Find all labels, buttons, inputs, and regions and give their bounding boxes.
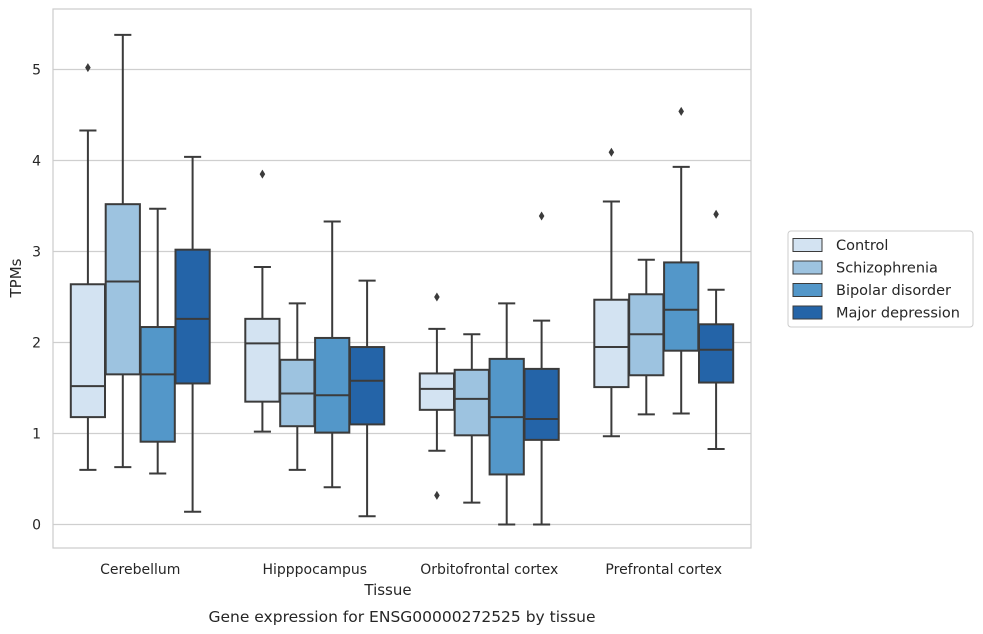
box-body [104, 203, 141, 376]
y-tick-label-2: 2 [32, 336, 41, 352]
y-tick-label-3: 3 [32, 245, 41, 261]
box-2-3 [523, 211, 560, 526]
y-tick-label-1: 1 [32, 427, 41, 443]
y-tick-label-5: 5 [32, 63, 41, 79]
box-3-0 [593, 147, 630, 438]
legend-item-1: Schizophrenia [792, 260, 938, 277]
box-2-2 [488, 302, 525, 526]
box-0-3 [174, 155, 211, 513]
box-3-1 [628, 258, 665, 416]
x-tick-label-3: Prefrontal cortex [605, 562, 722, 578]
legend-label: Schizophrenia [836, 261, 938, 277]
legend-label: Control [836, 238, 888, 254]
legend-swatch [792, 260, 823, 275]
legend: Control Schizophrenia Bipolar disorder Majo… [787, 230, 974, 328]
legend-frame [787, 230, 974, 328]
box-0-2 [139, 207, 176, 475]
legend-label: Bipolar disorder [836, 283, 951, 299]
legend-swatch [792, 305, 823, 320]
box-1-3 [348, 279, 386, 518]
box-body [523, 367, 560, 441]
box-body [663, 261, 700, 352]
box-body [174, 248, 211, 385]
box-1-1 [279, 302, 316, 471]
legend-label: Major depression [836, 306, 960, 322]
legend-items: Control Schizophrenia Bipolar disorder Majo… [792, 238, 960, 322]
box-body [348, 346, 386, 426]
legend-item-0: Control [792, 238, 888, 254]
box-0-1 [104, 33, 141, 469]
box-body [453, 368, 490, 437]
legend-item-2: Bipolar disorder [792, 283, 951, 299]
outlier-0 [608, 147, 615, 157]
outlier-0 [678, 106, 684, 116]
plot-frame [52, 8, 752, 549]
y-tick-label-4: 4 [32, 154, 41, 170]
x-axis-label: Tissue [363, 581, 411, 599]
box-body [314, 336, 351, 434]
box-3-2 [663, 106, 700, 415]
box-body [697, 323, 735, 384]
outlier-1 [434, 490, 440, 500]
x-tick-label-0: Cerebellum [100, 562, 180, 578]
box-2-0 [418, 292, 456, 500]
y-tick-label-0: 0 [32, 518, 41, 534]
y-axis-label: TPMs [7, 258, 25, 298]
box-3-3 [697, 209, 735, 450]
box-1-2 [314, 220, 351, 489]
outlier-0 [434, 292, 440, 302]
y-tick-labels: 0 1 2 3 4 5 [32, 63, 41, 534]
box-2-1 [453, 333, 490, 504]
legend-item-3: Major depression [792, 305, 960, 322]
x-tick-label-1: Hipppocampus [262, 562, 367, 578]
legend-swatch [792, 283, 823, 297]
legend-swatch [792, 238, 823, 252]
box-body [593, 298, 630, 389]
chart-caption: Gene expression for ENSG00000272525 by t… [208, 608, 595, 626]
outlier-0 [85, 63, 91, 73]
box-body [69, 283, 107, 419]
box-body [139, 326, 176, 443]
outlier-0 [538, 211, 545, 221]
box-0-0 [69, 63, 107, 471]
x-tick-labels: Cerebellum Hipppocampus Orbitofrontal cort… [100, 562, 722, 578]
outlier-0 [713, 209, 719, 219]
box-body [244, 317, 281, 403]
box-plots [69, 33, 735, 526]
x-tick-label-2: Orbitofrontal cortex [420, 562, 558, 578]
box-1-0 [244, 169, 281, 433]
box-body [418, 372, 456, 411]
outlier-0 [259, 169, 266, 179]
